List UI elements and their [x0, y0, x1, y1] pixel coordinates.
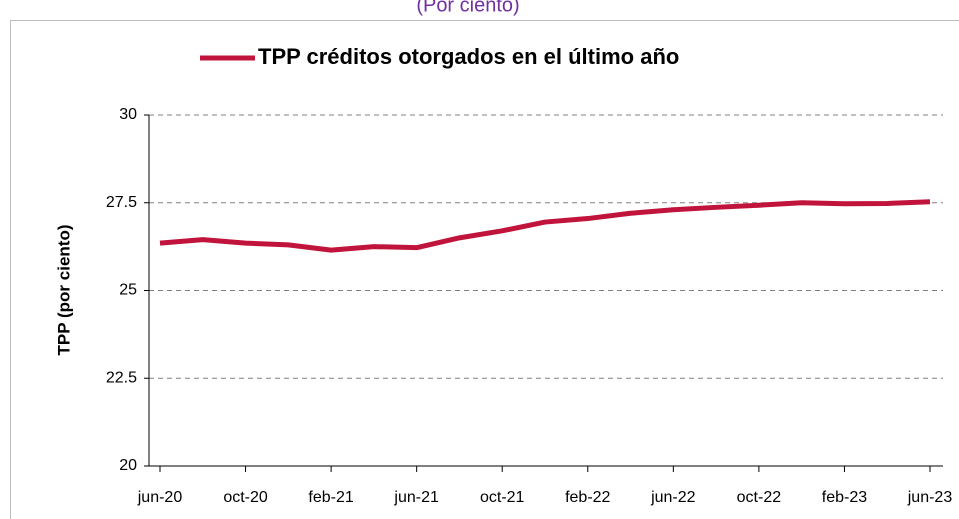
x-tick-label: oct-20 — [223, 489, 268, 506]
x-tick-label: jun-20 — [137, 489, 183, 506]
y-axis-title: TPP (por ciento) — [54, 225, 73, 356]
legend-label: TPP créditos otorgados en el último año — [258, 44, 679, 69]
x-tick-label: jun-22 — [650, 489, 696, 506]
chart-border — [10, 20, 959, 519]
y-tick-label: 30 — [119, 106, 137, 123]
series-line — [159, 199, 931, 253]
x-tick-label: oct-21 — [480, 489, 525, 506]
x-tick-label: feb-21 — [308, 489, 353, 506]
x-tick-label: oct-22 — [737, 489, 782, 506]
chart-subtitle: (Por ciento) — [416, 0, 519, 16]
x-tick-label: jun-21 — [393, 489, 439, 506]
y-tick-label: 22.5 — [106, 369, 137, 386]
y-tick-label: 25 — [119, 282, 137, 299]
y-tick-label: 27.5 — [106, 194, 137, 211]
x-tick-label: jun-23 — [907, 489, 953, 506]
x-tick-label: feb-22 — [565, 489, 610, 506]
x-tick-label: feb-23 — [822, 489, 867, 506]
y-tick-label: 20 — [119, 457, 137, 474]
